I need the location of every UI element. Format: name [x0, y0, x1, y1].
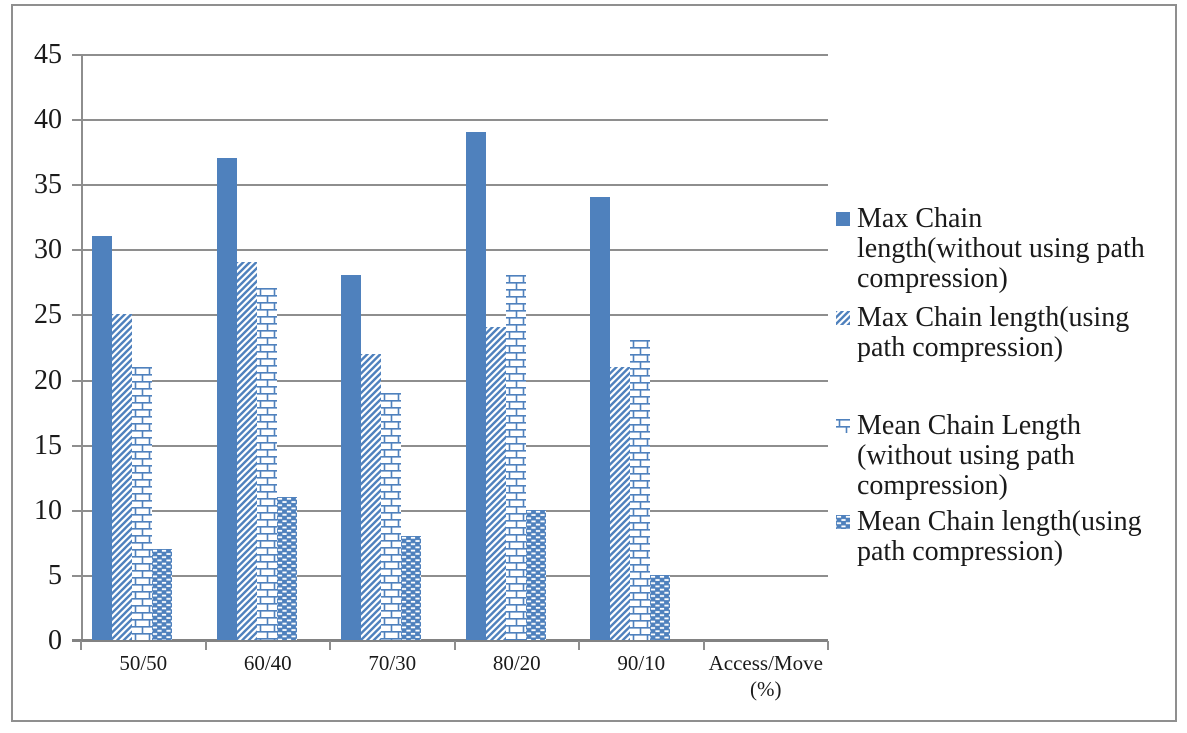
bar-brick — [630, 340, 650, 640]
gridline — [72, 314, 828, 317]
gridline — [72, 444, 828, 447]
legend: Max Chain length(without using path comp… — [836, 204, 1174, 644]
legend-marker-dots-icon — [836, 515, 850, 529]
gridline — [72, 249, 828, 252]
legend-label: Mean Chain Length (without using path co… — [857, 411, 1081, 501]
bar-diagonal — [610, 367, 630, 640]
x-tick-mark — [702, 641, 705, 650]
y-tick-label: 0 — [48, 625, 62, 656]
legend-label: Max Chain length(without using path comp… — [857, 204, 1145, 294]
legend-label-line: compression) — [857, 263, 1008, 294]
y-tick-label: 35 — [34, 169, 62, 201]
bar-solid — [216, 158, 237, 640]
x-axis-title-line: Access/Move — [708, 651, 823, 675]
x-axis-line — [72, 639, 828, 642]
legend-item: Max Chain length(using path compression) — [836, 303, 1129, 363]
gridline — [72, 54, 828, 56]
bar-group-60/40 — [216, 158, 297, 640]
bar-diagonal — [361, 354, 381, 640]
x-tick-mark — [827, 641, 829, 650]
x-category-label: 70/30 — [368, 651, 417, 675]
y-axis-line — [81, 55, 83, 641]
bar-dots — [401, 536, 421, 640]
bar-solid — [92, 236, 112, 640]
legend-label-line: (without using path — [857, 440, 1075, 471]
bar-brick — [256, 288, 277, 640]
legend-item: Mean Chain length(using path compression… — [836, 507, 1142, 567]
x-axis-title-line: (%) — [750, 677, 782, 701]
bar-group-80/20 — [465, 132, 546, 640]
x-tick-mark — [204, 641, 207, 650]
legend-marker-diagonal-icon — [836, 311, 850, 325]
y-tick-label: 20 — [34, 364, 62, 396]
bar-group-90/10 — [590, 197, 670, 640]
bar-brick — [505, 275, 526, 640]
y-axis-labels: 0 5 10 15 20 25 30 35 40 45 — [10, 41, 62, 655]
x-category-label: 90/10 — [617, 651, 666, 675]
x-axis-title: Access/Move (%) — [704, 650, 829, 702]
legend-label-line: compression) — [857, 470, 1008, 501]
x-category-label: 50/50 — [119, 651, 168, 675]
legend-label-line: Mean Chain length(using — [857, 506, 1142, 537]
x-category-label: 80/20 — [492, 651, 541, 675]
legend-marker-solid-icon — [836, 212, 850, 226]
legend-label-line: Max Chain — [857, 203, 983, 234]
legend-label: Max Chain length(using path compression) — [857, 303, 1129, 363]
legend-item: Max Chain length(without using path comp… — [836, 204, 1145, 294]
legend-item: Mean Chain Length (without using path co… — [836, 411, 1081, 501]
y-tick-label: 10 — [34, 494, 62, 526]
legend-label-line: path compression) — [857, 536, 1064, 567]
y-tick-label: 30 — [34, 234, 62, 266]
x-tick-mark — [329, 641, 331, 650]
gridline — [72, 379, 828, 382]
legend-label: Mean Chain length(using path compression… — [857, 507, 1142, 567]
legend-label-line: Mean Chain Length — [857, 410, 1081, 441]
plot-area — [72, 54, 829, 650]
legend-label-line: path compression) — [857, 332, 1064, 363]
bar-dots — [152, 549, 172, 640]
x-tick-mark — [80, 641, 82, 650]
bar-group-50/50 — [92, 236, 172, 640]
bar-diagonal — [236, 262, 257, 640]
bar-brick — [132, 367, 152, 640]
bar-solid — [465, 132, 486, 640]
gridline — [72, 119, 828, 122]
legend-marker-brick-icon — [836, 419, 850, 433]
y-tick-label: 45 — [34, 39, 62, 70]
legend-label-line: length(without using path — [857, 233, 1145, 264]
bar-dots — [276, 497, 297, 640]
bar-group-70/30 — [341, 275, 421, 640]
gridline — [72, 184, 828, 187]
gridline — [72, 574, 828, 577]
bar-diagonal — [112, 314, 132, 640]
legend-label-line: Max Chain length(using — [857, 302, 1130, 333]
x-category-label: 60/40 — [243, 651, 292, 675]
bar-solid — [590, 197, 610, 640]
bar-dots — [650, 575, 670, 640]
bar-diagonal — [485, 327, 506, 640]
bar-dots — [525, 510, 546, 640]
gridline — [72, 509, 828, 512]
x-axis-labels: 50/50 60/40 70/30 80/20 90/10 Access/Move (%) — [81, 650, 828, 710]
x-tick-mark — [453, 641, 456, 650]
x-tick-mark — [578, 641, 580, 650]
y-tick-label: 5 — [48, 559, 62, 591]
bar-brick — [381, 393, 401, 640]
y-tick-label: 15 — [34, 429, 62, 461]
bar-solid — [341, 275, 361, 640]
y-tick-label: 25 — [34, 299, 62, 331]
y-tick-label: 40 — [34, 104, 62, 136]
